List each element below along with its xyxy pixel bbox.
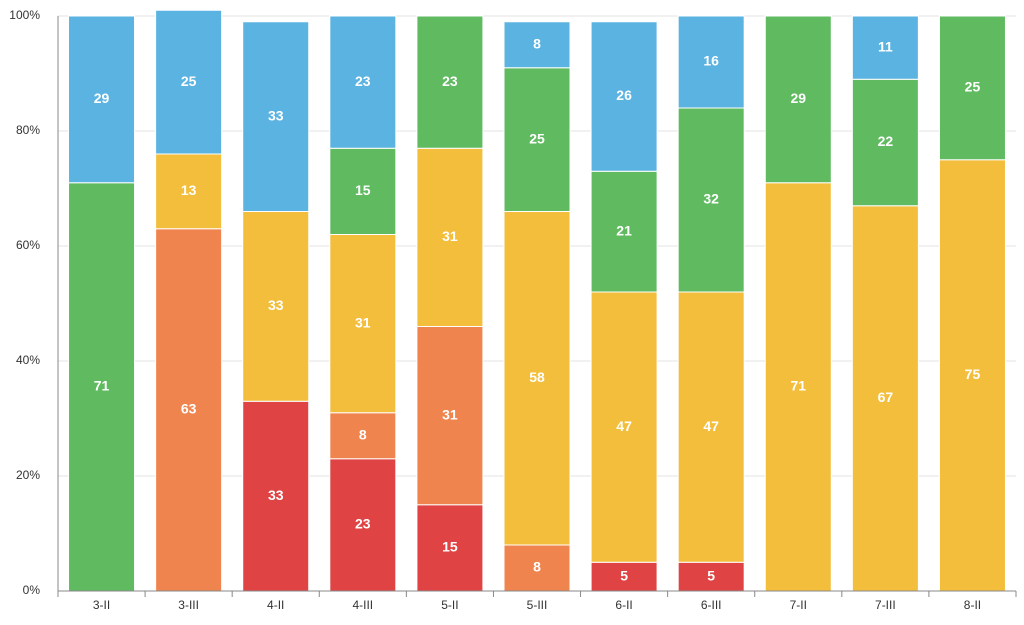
value-label: 23 [355, 516, 371, 532]
value-label: 33 [268, 297, 284, 313]
bar-segment [329, 458, 397, 592]
bar-segment [416, 15, 484, 149]
value-label: 33 [268, 107, 284, 123]
value-label: 47 [616, 418, 632, 434]
y-tick-label: 60% [16, 238, 40, 252]
value-label: 8 [359, 426, 367, 442]
bar-segment [590, 291, 658, 563]
value-label: 5 [707, 567, 715, 583]
value-label: 29 [94, 90, 110, 106]
value-label: 75 [965, 366, 981, 382]
value-label: 8 [533, 559, 541, 575]
bar-segment [416, 326, 484, 506]
x-tick-label: 5-III [527, 598, 548, 612]
bar-segment [503, 21, 571, 69]
value-label: 58 [529, 369, 545, 385]
bar-segment [764, 182, 832, 592]
value-label: 11 [878, 38, 893, 54]
bar-segment [155, 9, 223, 155]
x-tick-label: 3-II [93, 598, 110, 612]
value-label: 8 [533, 35, 541, 51]
value-label: 71 [94, 378, 110, 394]
value-label: 21 [616, 222, 632, 238]
value-label: 26 [616, 87, 632, 103]
bar-segment [677, 15, 745, 109]
bar-segment [242, 400, 310, 592]
x-tick-label: 7-II [790, 598, 807, 612]
x-tick-label: 8-II [964, 598, 981, 612]
y-tick-label: 40% [16, 353, 40, 367]
bar-segment [590, 21, 658, 172]
bar-segment [764, 15, 832, 184]
value-label: 67 [878, 389, 894, 405]
x-tick-label: 6-II [615, 598, 632, 612]
value-label: 15 [442, 539, 458, 555]
value-label: 13 [181, 182, 197, 198]
x-tick-label: 4-II [267, 598, 284, 612]
bar-segment [68, 15, 136, 184]
y-tick-label: 100% [9, 8, 40, 22]
value-label: 25 [181, 73, 197, 89]
bar-segment [851, 15, 919, 80]
x-tick-label: 3-III [178, 598, 199, 612]
value-label: 33 [268, 487, 284, 503]
bar-segment [329, 147, 397, 235]
value-label: 32 [703, 191, 719, 207]
bar-segment [416, 504, 484, 592]
value-label: 31 [442, 228, 458, 244]
value-label: 23 [355, 73, 371, 89]
bar-segment [416, 147, 484, 327]
x-tick-label: 5-II [441, 598, 458, 612]
value-label: 23 [442, 73, 458, 89]
bar-segment [590, 170, 658, 293]
value-label: 15 [355, 182, 371, 198]
bar-segment [155, 228, 223, 592]
bar-segment [242, 21, 310, 212]
value-label: 31 [355, 314, 371, 330]
bar-segment [242, 211, 310, 402]
bar-segment [503, 544, 571, 592]
y-tick-label: 0% [23, 583, 41, 597]
bar-segment [677, 107, 745, 293]
bar-segment [851, 205, 919, 592]
value-label: 47 [703, 418, 719, 434]
value-label: 63 [181, 401, 197, 417]
bar-segment [503, 211, 571, 546]
bar-segment [329, 234, 397, 414]
value-label: 22 [878, 133, 894, 149]
y-tick-label: 20% [16, 468, 40, 482]
bar-segment [329, 412, 397, 460]
bar-segment [329, 15, 397, 149]
bar-segment [938, 15, 1006, 161]
value-label: 71 [790, 378, 806, 394]
x-tick-label: 4-III [352, 598, 373, 612]
value-label: 5 [620, 567, 628, 583]
bar-segment [503, 67, 571, 212]
value-label: 25 [529, 130, 545, 146]
value-label: 25 [965, 79, 981, 95]
value-label: 29 [790, 90, 806, 106]
value-label: 31 [442, 406, 458, 422]
y-tick-label: 80% [16, 123, 40, 137]
x-tick-label: 7-III [875, 598, 896, 612]
bar-segment [155, 153, 223, 230]
value-label: 16 [703, 53, 719, 69]
x-tick-label: 6-III [701, 598, 722, 612]
